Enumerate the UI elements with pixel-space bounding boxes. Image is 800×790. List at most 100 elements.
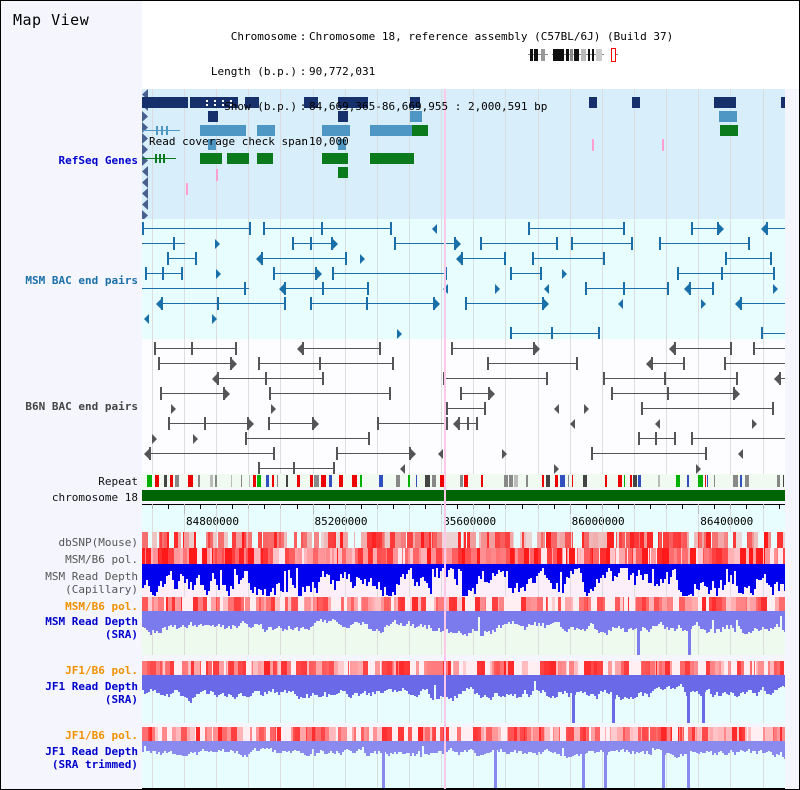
- jf1-b6-polymorphism-bar[interactable]: [556, 661, 558, 675]
- msm-b6-polymorphism-bar[interactable]: [475, 597, 480, 611]
- jf1-b6-polymorphism-bar[interactable]: [661, 727, 666, 741]
- dbsnp-density-bar[interactable]: [640, 532, 644, 548]
- repeat-element[interactable]: [272, 475, 274, 487]
- msm-b6-polymorphism-bar[interactable]: [172, 597, 175, 611]
- msm-b6-polymorphism-bar[interactable]: [704, 548, 707, 564]
- track-label-b6n-bac[interactable]: B6N BAC end pairs: [25, 400, 138, 413]
- repeat-element[interactable]: [714, 475, 715, 487]
- msm-b6-polymorphism-bar[interactable]: [654, 597, 659, 611]
- jf1-b6-polymorphism-bar[interactable]: [322, 661, 326, 675]
- msm-b6-polymorphism-bar[interactable]: [628, 548, 632, 564]
- dbsnp-density-bar[interactable]: [663, 532, 669, 548]
- gene-feature-box[interactable]: [322, 153, 348, 164]
- jf1-b6-polymorphism-bar[interactable]: [194, 661, 200, 675]
- jf1-b6-polymorphism-bar[interactable]: [316, 661, 322, 675]
- repeat-element[interactable]: [241, 475, 242, 487]
- msm-b6-polymorphism-bar[interactable]: [547, 548, 552, 564]
- jf1-b6-polymorphism-bar[interactable]: [671, 727, 672, 741]
- jf1-b6-polymorphism-bar[interactable]: [615, 661, 621, 675]
- msm-b6-polymorphism-bar[interactable]: [485, 597, 486, 611]
- jf1-b6-polymorphism-bar[interactable]: [432, 727, 433, 741]
- bac-clone-span[interactable]: [161, 303, 286, 304]
- jf1-b6-polymorphism-bar[interactable]: [545, 727, 550, 741]
- jf1-b6-polymorphism-bar[interactable]: [383, 727, 387, 741]
- msm-b6-polymorphism-bar[interactable]: [431, 548, 436, 564]
- repeat-element[interactable]: [425, 475, 430, 487]
- dbsnp-density-bar[interactable]: [634, 532, 639, 548]
- track-msm-b6-pol-sra[interactable]: [142, 597, 785, 611]
- bac-clone-span[interactable]: [167, 423, 250, 424]
- repeat-element[interactable]: [745, 475, 749, 487]
- bac-clone-span[interactable]: [602, 378, 739, 379]
- jf1-b6-polymorphism-bar[interactable]: [737, 661, 741, 675]
- dbsnp-density-bar[interactable]: [340, 532, 343, 548]
- bac-clone-span[interactable]: [377, 423, 448, 424]
- msm-b6-polymorphism-bar[interactable]: [318, 548, 324, 564]
- jf1-b6-polymorphism-bar[interactable]: [708, 727, 710, 741]
- dbsnp-density-bar[interactable]: [661, 532, 662, 548]
- msm-b6-polymorphism-bar[interactable]: [436, 548, 442, 564]
- jf1-b6-polymorphism-bar[interactable]: [367, 727, 369, 741]
- bac-clone-span[interactable]: [584, 288, 669, 289]
- dbsnp-density-bar[interactable]: [311, 532, 312, 548]
- jf1-b6-polymorphism-bar[interactable]: [633, 727, 638, 741]
- jf1-b6-polymorphism-bar[interactable]: [701, 727, 702, 741]
- msm-b6-polymorphism-bar[interactable]: [526, 597, 531, 611]
- msm-b6-polymorphism-bar[interactable]: [588, 597, 591, 611]
- jf1-b6-polymorphism-bar[interactable]: [763, 727, 765, 741]
- jf1-b6-polymorphism-bar[interactable]: [680, 727, 682, 741]
- jf1-b6-polymorphism-bar[interactable]: [621, 661, 624, 675]
- msm-b6-polymorphism-bar[interactable]: [758, 597, 761, 611]
- msm-b6-polymorphism-bar[interactable]: [747, 597, 750, 611]
- dbsnp-density-bar[interactable]: [617, 532, 619, 548]
- repeat-element[interactable]: [170, 475, 173, 487]
- coordinate-ruler[interactable]: 84800000 85200000 85600000 86000000 86400000: [142, 504, 785, 532]
- repeat-element[interactable]: [266, 475, 269, 487]
- dbsnp-density-bar[interactable]: [218, 532, 224, 548]
- jf1-b6-polymorphism-bar[interactable]: [605, 727, 606, 741]
- dbsnp-density-bar[interactable]: [702, 532, 704, 548]
- jf1-b6-polymorphism-bar[interactable]: [196, 727, 200, 741]
- msm-b6-polymorphism-bar[interactable]: [228, 597, 234, 611]
- jf1-b6-polymorphism-bar[interactable]: [647, 661, 650, 675]
- gene-feature-box[interactable]: [719, 111, 737, 122]
- jf1-b6-polymorphism-bar[interactable]: [187, 727, 190, 741]
- repeat-element[interactable]: [175, 475, 179, 487]
- repeat-element[interactable]: [321, 475, 326, 487]
- track-msm-read-depth-capillary[interactable]: [142, 564, 785, 597]
- msm-b6-polymorphism-bar[interactable]: [567, 548, 568, 564]
- bac-clone-span[interactable]: [258, 468, 335, 469]
- msm-b6-polymorphism-bar[interactable]: [181, 597, 182, 611]
- jf1-b6-polymorphism-bar[interactable]: [496, 661, 500, 675]
- jf1-b6-polymorphism-bar[interactable]: [771, 727, 773, 741]
- msm-b6-polymorphism-bar[interactable]: [159, 548, 162, 564]
- jf1-b6-polymorphism-bar[interactable]: [742, 727, 745, 741]
- track-jf1-b6-pol-sra[interactable]: [142, 661, 785, 675]
- msm-b6-polymorphism-bar[interactable]: [584, 597, 587, 611]
- jf1-b6-polymorphism-bar[interactable]: [531, 727, 533, 741]
- repeat-element[interactable]: [188, 475, 193, 487]
- msm-b6-polymorphism-bar[interactable]: [210, 548, 212, 564]
- msm-b6-polymorphism-bar[interactable]: [307, 548, 313, 564]
- jf1-b6-polymorphism-bar[interactable]: [307, 661, 309, 675]
- msm-b6-polymorphism-bar[interactable]: [298, 548, 302, 564]
- jf1-b6-polymorphism-bar[interactable]: [316, 727, 317, 741]
- dbsnp-density-bar[interactable]: [764, 532, 768, 548]
- dbsnp-density-bar[interactable]: [390, 532, 395, 548]
- dbsnp-density-bar[interactable]: [673, 532, 678, 548]
- track-label-repeat[interactable]: Repeat: [98, 475, 138, 488]
- msm-b6-polymorphism-bar[interactable]: [193, 597, 194, 611]
- msm-b6-polymorphism-bar[interactable]: [266, 597, 271, 611]
- dbsnp-density-bar[interactable]: [622, 532, 625, 548]
- jf1-b6-polymorphism-bar[interactable]: [718, 727, 724, 741]
- jf1-b6-polymorphism-bar[interactable]: [181, 727, 187, 741]
- msm-b6-polymorphism-bar[interactable]: [447, 548, 452, 564]
- jf1-b6-polymorphism-bar[interactable]: [692, 727, 695, 741]
- dbsnp-density-bar[interactable]: [284, 532, 286, 548]
- msm-b6-polymorphism-bar[interactable]: [740, 597, 746, 611]
- jf1-b6-polymorphism-bar[interactable]: [553, 727, 554, 741]
- repeat-element[interactable]: [257, 475, 261, 487]
- msm-b6-polymorphism-bar[interactable]: [418, 597, 421, 611]
- dbsnp-density-bar[interactable]: [258, 532, 262, 548]
- gene-feature-box[interactable]: [338, 167, 348, 178]
